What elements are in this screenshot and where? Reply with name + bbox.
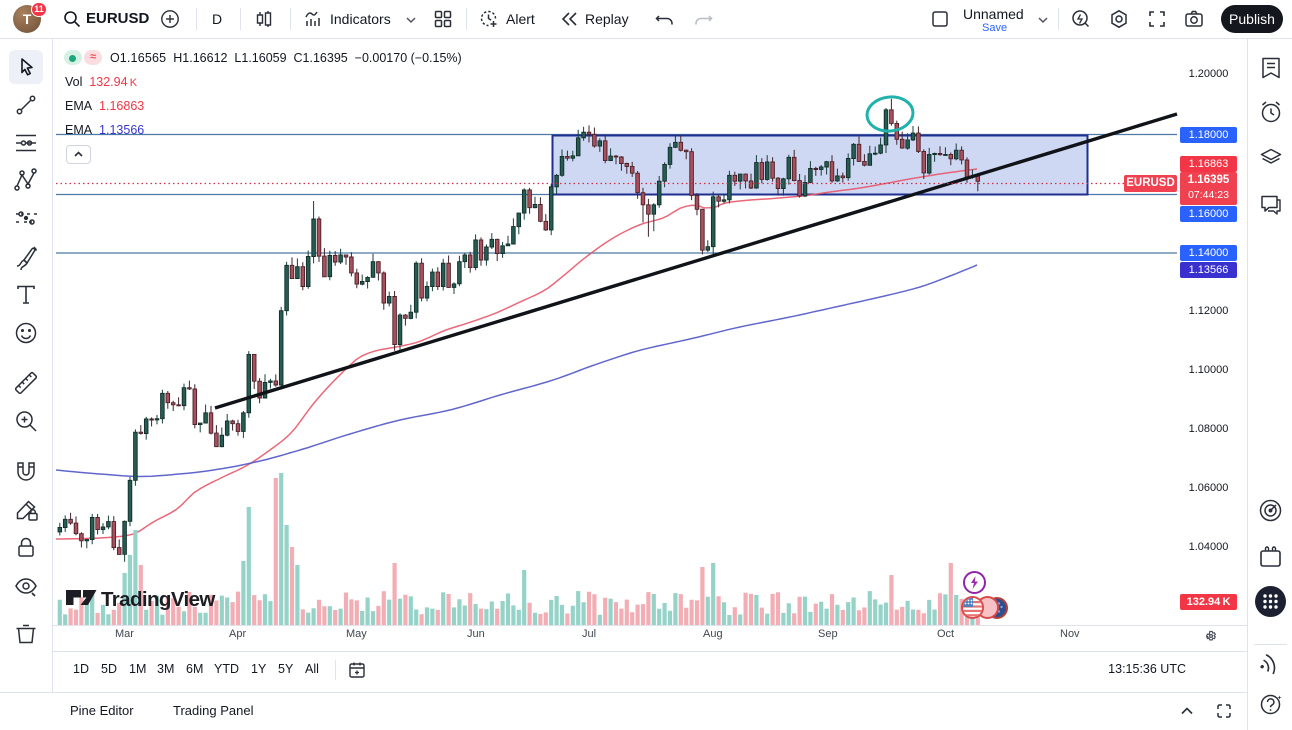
- svg-text:TradingView: TradingView: [101, 588, 215, 611]
